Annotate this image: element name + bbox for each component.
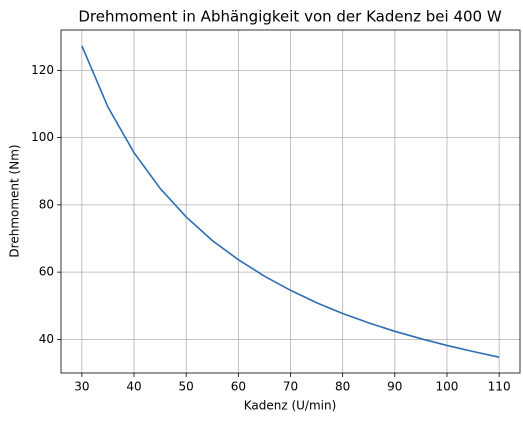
chart-title: Drehmoment in Abhängigkeit von der Kaden…: [78, 8, 502, 26]
x-axis-label: Kadenz (U/min): [244, 399, 337, 413]
x-tick-label: 40: [126, 380, 141, 394]
y-tick-label: 120: [31, 63, 54, 77]
y-tick-label: 100: [31, 130, 54, 144]
x-tick-label: 110: [488, 380, 511, 394]
x-tick-label: 90: [387, 380, 402, 394]
y-tick-label: 40: [39, 332, 54, 346]
line: [81, 45, 500, 358]
x-tick-label: 60: [231, 380, 246, 394]
y-tick-label: 80: [39, 197, 54, 211]
x-tick-label: 70: [283, 380, 298, 394]
y-axis-label: Drehmoment (Nm): [8, 144, 22, 257]
y-tick-label: 60: [39, 265, 54, 279]
x-tick-label: 50: [179, 380, 194, 394]
x-tick-label: 80: [335, 380, 350, 394]
x-tick-label: 100: [436, 380, 459, 394]
plot-frame: [60, 29, 521, 374]
x-tick-label: 30: [74, 380, 89, 394]
